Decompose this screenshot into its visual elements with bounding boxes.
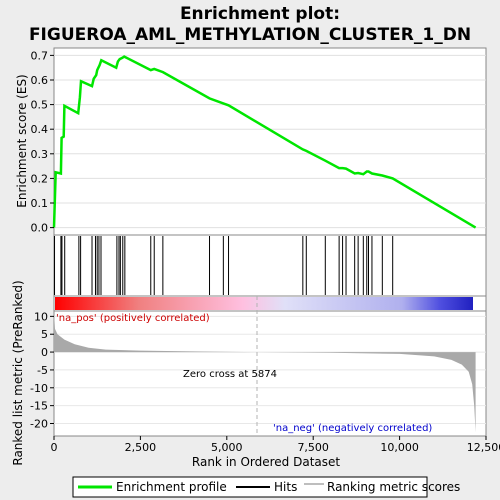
legend-metric-label: Ranking metric scores: [327, 480, 460, 494]
metric-y-tick-label: -10: [30, 382, 48, 395]
x-tick-label: 7,500: [297, 441, 329, 454]
es-y-tick-label: 0.4: [31, 123, 49, 136]
metric-y-tick-label: 10: [34, 310, 48, 323]
es-y-axis: 0.0 0.1 0.2 0.3 0.4 0.5 0.6 0.7: [31, 49, 55, 234]
legend-hits-label: Hits: [274, 480, 297, 494]
es-y-tick-label: 0.1: [31, 197, 49, 210]
x-axis: 0 2,500 5,000 7,500 10,000 12,500: [51, 436, 500, 454]
x-tick-label: 0: [51, 441, 58, 454]
es-panel: [54, 48, 486, 235]
chart-title-line1: Enrichment plot:: [180, 4, 340, 24]
x-axis-label: Rank in Ordered Dataset: [192, 455, 340, 469]
es-y-tick-label: 0.5: [31, 99, 49, 112]
metric-y-axis: 10 5 0 -5 -10 -15 -20: [30, 310, 54, 430]
metric-y-tick-label: -5: [37, 364, 48, 377]
es-y-tick-label: 0.6: [31, 74, 49, 87]
x-tick-label: 10,000: [380, 441, 419, 454]
x-tick-label: 5,000: [211, 441, 243, 454]
metric-y-tick-label: -15: [30, 400, 48, 413]
es-y-tick-label: 0.7: [31, 49, 49, 62]
x-tick-label: 12,500: [467, 441, 500, 454]
x-tick-label: 2,500: [125, 441, 157, 454]
zero-cross-annotation: Zero cross at 5874: [183, 369, 277, 380]
es-y-tick-label: 0.0: [31, 222, 49, 235]
na-pos-annotation: 'na_pos' (positively correlated): [56, 313, 210, 324]
es-y-tick-label: 0.2: [31, 172, 49, 185]
es-y-axis-label: Enrichment score (ES): [15, 74, 29, 207]
es-y-tick-label: 0.3: [31, 148, 49, 161]
rank-color-gradient: [55, 297, 473, 310]
chart-title-line2: FIGUEROA_AML_METHYLATION_CLUSTER_1_DN: [29, 25, 471, 45]
metric-y-axis-label: Ranked list metric (PreRanked): [11, 280, 25, 465]
na-neg-annotation: 'na_neg' (negatively correlated): [273, 423, 432, 434]
metric-y-tick-label: 5: [41, 328, 48, 341]
metric-y-tick-label: -20: [30, 418, 48, 431]
legend-enrichment-label: Enrichment profile: [116, 480, 227, 494]
metric-y-tick-label: 0: [41, 346, 48, 359]
